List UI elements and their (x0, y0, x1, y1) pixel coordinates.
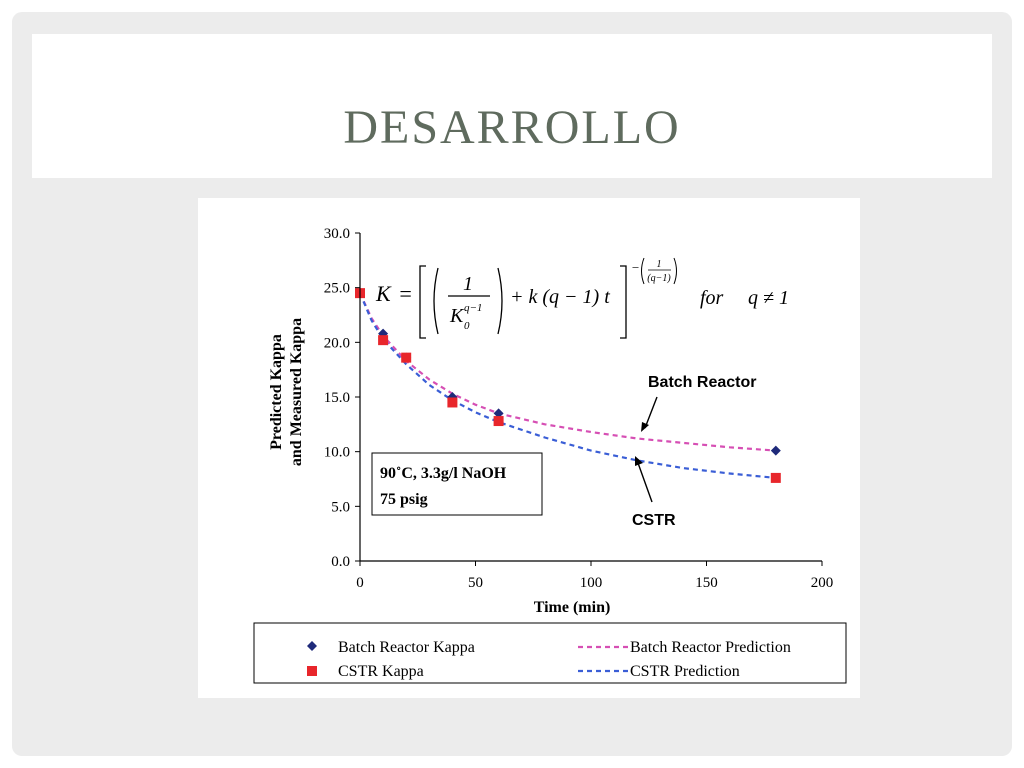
batch-reactor-arrowhead (641, 422, 649, 432)
conditions-box (371, 452, 543, 516)
conditions-line1: 90˚C, 3.3g/l NaOH (380, 465, 507, 482)
x-tick-label: 150 (695, 575, 718, 591)
chart-figure: 0.0 5.0 10.0 15.0 20.0 25.0 30.0 0 50 100 150 200 T… (198, 198, 860, 698)
x-tick-label: 100 (580, 575, 603, 591)
cstr-arrow (637, 462, 653, 503)
y-tick-label: 0.0 (331, 554, 350, 570)
data-point-batch-reactor-kappa (493, 408, 504, 419)
y-tick-label: 5.0 (331, 499, 350, 515)
data-point-cstr-kappa (401, 352, 412, 363)
batch-reactor-arrow (644, 396, 658, 429)
cstr-annotation: CSTR (632, 512, 676, 529)
x-tick-label: 200 (811, 575, 834, 591)
legend-label-cstr-kappa: CSTR Kappa (338, 663, 424, 680)
eq-equals: = (398, 281, 413, 306)
legend-box (253, 622, 847, 684)
legend-label-cstr-prediction: CSTR Prediction (630, 663, 740, 680)
eq-for: for (700, 287, 724, 309)
kappa-chart: 0.0 5.0 10.0 15.0 20.0 25.0 30.0 0 50 100 150 200 T… (253, 226, 847, 684)
y-tick-label: 20.0 (324, 335, 350, 351)
eq-numerator: 1 (463, 273, 473, 295)
eq-exp-paren-right (673, 257, 677, 285)
data-point-cstr-kappa (447, 397, 458, 408)
eq-exp-paren-left (641, 257, 645, 285)
eq-paren-left (433, 267, 439, 335)
legend-label-batch-prediction: Batch Reactor Prediction (630, 639, 791, 656)
eq-lhs: K (375, 281, 392, 306)
eq-denominator-sub: 0 (464, 320, 470, 332)
legend-marker-batch-kappa (307, 641, 317, 651)
y-axis-label-line1: Predicted Kappa (268, 334, 285, 450)
page-title: DESARROLLO (343, 101, 681, 154)
eq-paren-right (497, 267, 503, 335)
eq-exp-neg: − (631, 260, 640, 275)
x-axis-label: Time (min) (534, 599, 611, 616)
x-tick-label: 50 (468, 575, 483, 591)
series-line-batch-reactor-prediction (359, 292, 776, 452)
eq-middle: + k (q − 1) t (510, 286, 610, 308)
data-point-cstr-kappa (493, 416, 504, 427)
y-tick-label: 30.0 (324, 226, 350, 242)
eq-exp-denominator: (q−1) (647, 273, 671, 284)
y-tick-label: 15.0 (324, 390, 350, 406)
eq-denominator-base: K (449, 305, 465, 327)
legend-marker-cstr-kappa (307, 666, 317, 676)
legend-label-batch-kappa: Batch Reactor Kappa (338, 639, 475, 656)
eq-denominator-sup: q−1 (464, 302, 482, 314)
batch-reactor-annotation: Batch Reactor (648, 374, 756, 391)
slide-background: DESARROLLO 0.0 5.0 10.0 15.0 20.0 25.0 30.0 0 50… (12, 12, 1012, 756)
cstr-arrowhead (635, 456, 643, 466)
data-point-cstr-kappa (378, 335, 389, 346)
data-point-cstr-kappa (770, 472, 781, 483)
x-tick-label: 0 (356, 575, 364, 591)
equation: K = 1 K 0 q−1 + k (q − 1) t − 1 (q−1) fo… (375, 257, 789, 339)
axes: 0.0 5.0 10.0 15.0 20.0 25.0 30.0 0 50 100 150 200 (324, 226, 834, 591)
eq-bracket-right (620, 265, 627, 339)
y-tick-label: 10.0 (324, 445, 350, 461)
eq-condition: q ≠ 1 (748, 287, 789, 309)
eq-exp-numerator: 1 (657, 259, 662, 270)
y-axis-label-line2: and Measured Kappa (288, 318, 305, 466)
y-tick-label: 25.0 (324, 281, 350, 297)
conditions-line2: 75 psig (380, 491, 428, 508)
data-point-batch-reactor-kappa (770, 445, 781, 456)
legend: Batch Reactor Kappa CSTR Kappa Batch Rea… (253, 622, 847, 684)
eq-bracket-left (419, 265, 426, 339)
title-box: DESARROLLO (32, 34, 992, 178)
data-points (355, 288, 781, 483)
y-axis-label: Predicted Kappa and Measured Kappa (268, 318, 305, 466)
